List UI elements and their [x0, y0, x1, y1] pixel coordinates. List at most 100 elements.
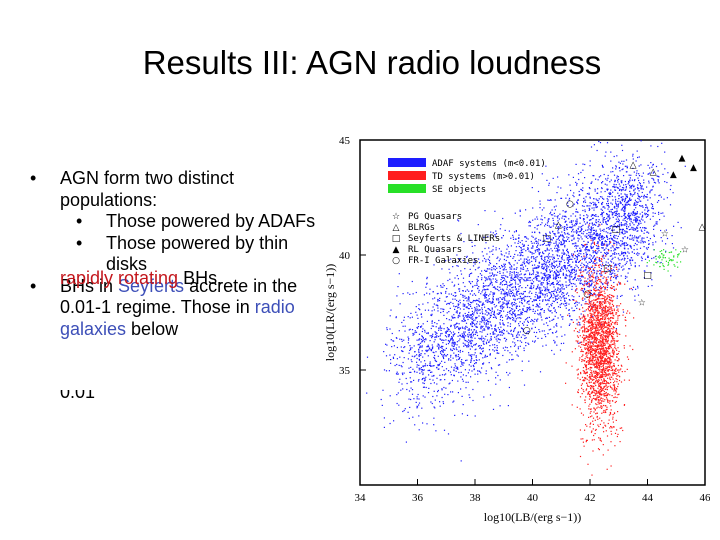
data-point [556, 274, 558, 276]
data-point [583, 334, 585, 337]
data-point [592, 257, 594, 259]
data-point [613, 276, 615, 278]
data-point [516, 305, 518, 307]
data-point [463, 308, 465, 310]
data-point [567, 202, 569, 204]
data-point [605, 372, 607, 374]
data-point [576, 319, 578, 321]
data-point [408, 329, 410, 331]
data-point [482, 363, 484, 365]
data-point [534, 296, 536, 298]
data-point [461, 362, 463, 364]
data-point [435, 430, 437, 432]
data-point [632, 158, 634, 160]
data-point [537, 271, 539, 273]
data-point [511, 302, 514, 304]
data-point [483, 362, 485, 364]
data-point [452, 302, 454, 305]
data-point [615, 200, 617, 202]
data-point [544, 293, 546, 295]
data-point [594, 383, 596, 385]
data-point [490, 282, 493, 284]
data-point [598, 289, 600, 291]
data-point [442, 355, 444, 357]
data-point [482, 286, 484, 288]
data-point [537, 190, 540, 193]
data-point [576, 201, 578, 203]
data-point [590, 229, 592, 231]
data-point [644, 212, 646, 214]
data-point [535, 293, 537, 296]
data-point [489, 353, 491, 355]
data-point [443, 429, 446, 431]
data-point [529, 251, 531, 253]
data-point [407, 292, 409, 294]
data-point [470, 340, 472, 342]
data-point [392, 356, 394, 358]
data-point [638, 222, 640, 224]
data-point [488, 318, 490, 320]
data-point [544, 225, 546, 227]
data-point [555, 205, 557, 207]
data-point [421, 369, 423, 371]
data-point [595, 231, 597, 233]
data-point [528, 277, 530, 279]
data-point [599, 233, 601, 236]
data-point [527, 317, 529, 319]
data-point [423, 369, 425, 371]
data-point [488, 341, 490, 343]
data-point [561, 335, 563, 337]
data-point [461, 395, 463, 397]
data-point [575, 208, 577, 210]
data-point [595, 214, 597, 216]
data-point [594, 337, 597, 339]
data-point [585, 342, 587, 344]
data-point [568, 218, 570, 220]
data-point [489, 354, 491, 356]
data-point [610, 232, 612, 234]
data-point [562, 210, 564, 212]
data-point [565, 268, 567, 270]
data-point [553, 242, 555, 244]
data-point [590, 266, 592, 268]
data-point [415, 306, 417, 308]
data-point [436, 383, 438, 385]
data-point [564, 300, 566, 302]
data-point [599, 237, 601, 239]
data-point [460, 232, 462, 235]
data-point [634, 202, 636, 204]
data-point [621, 252, 623, 254]
data-point [468, 316, 470, 318]
data-point [450, 324, 452, 326]
data-point [528, 292, 530, 294]
data-point [633, 204, 635, 206]
data-point [555, 295, 557, 297]
data-point [396, 394, 398, 396]
data-point [557, 248, 559, 250]
data-point [495, 247, 497, 249]
data-point [432, 379, 434, 381]
data-point [510, 290, 512, 292]
data-point [485, 325, 487, 327]
data-point [484, 320, 486, 322]
data-point [483, 319, 486, 321]
data-point [506, 304, 508, 306]
data-point [551, 239, 553, 241]
data-point [403, 316, 405, 318]
data-point [400, 389, 402, 391]
data-point [618, 247, 620, 249]
data-point [488, 341, 490, 343]
data-point [432, 333, 434, 335]
data-point [450, 391, 452, 393]
data-point [480, 325, 482, 327]
data-point [475, 317, 477, 319]
data-point [624, 204, 626, 206]
data-point [415, 291, 417, 294]
data-point [486, 253, 488, 255]
data-point [572, 176, 574, 178]
data-point [575, 260, 577, 262]
tail-text: rapidly rotating [60, 268, 179, 288]
data-point [615, 203, 617, 205]
data-point [573, 254, 575, 256]
data-point [506, 314, 508, 316]
